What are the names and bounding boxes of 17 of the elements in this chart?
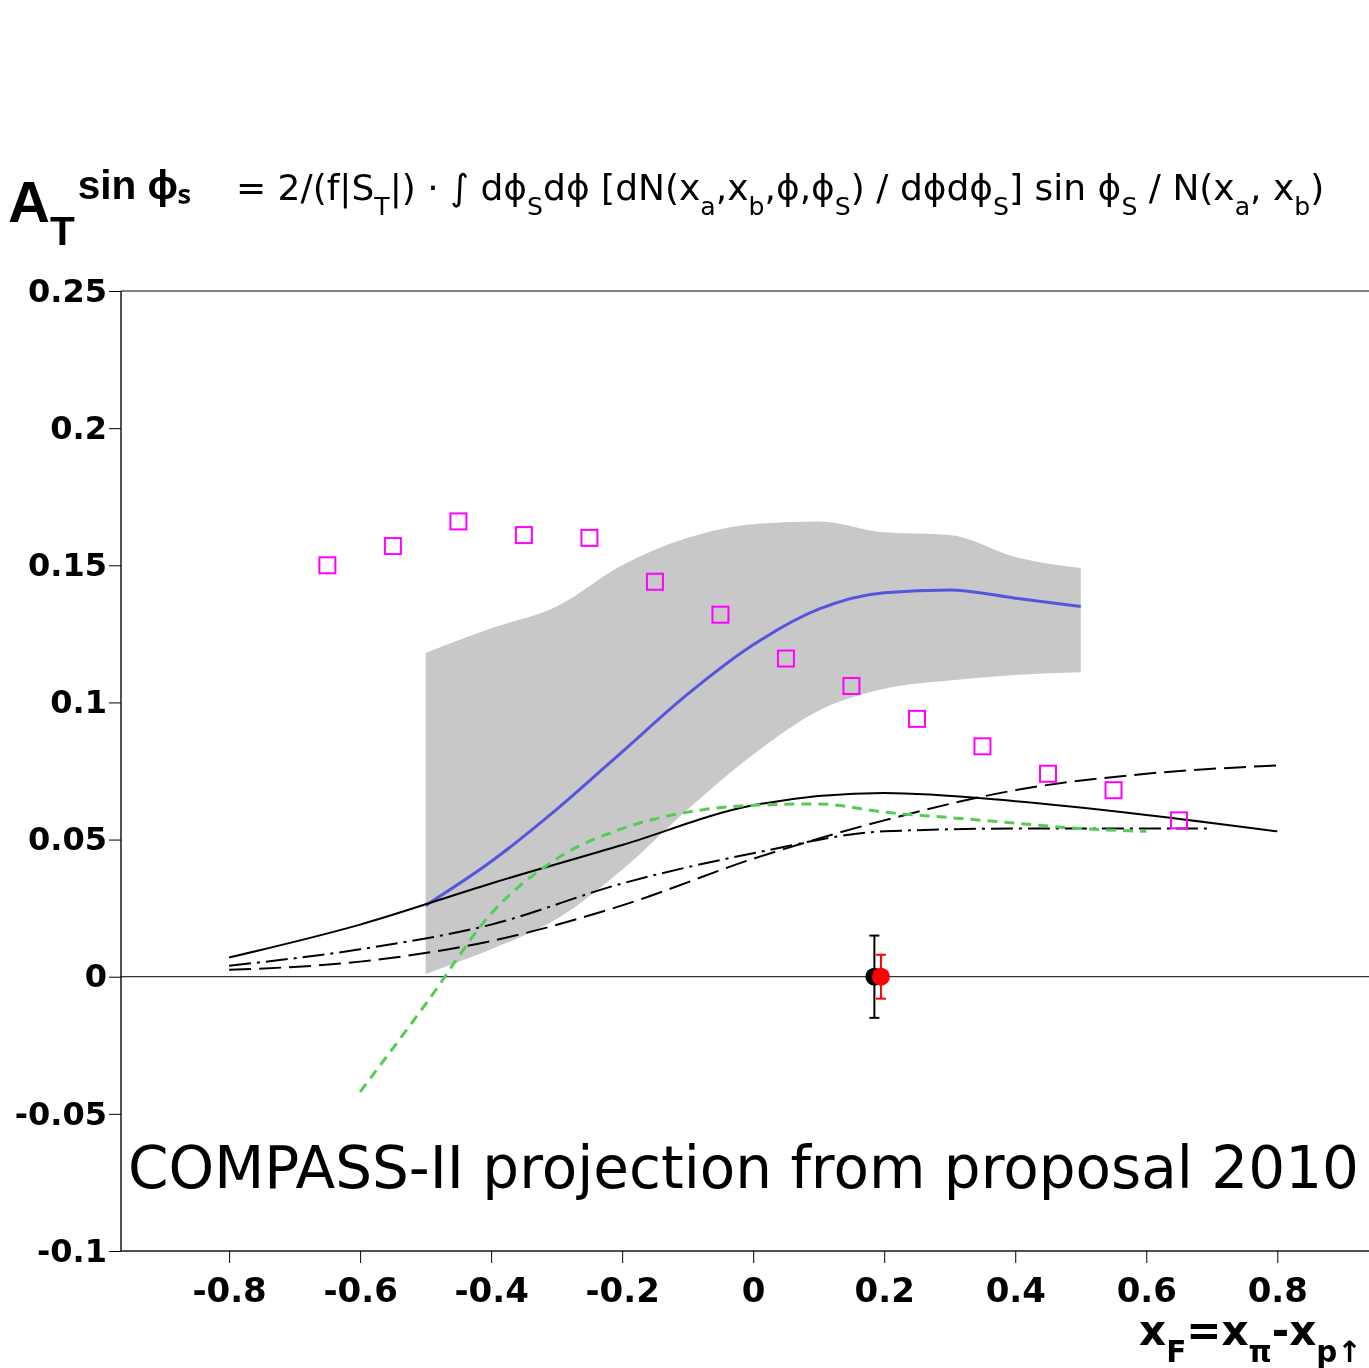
y-tick-label: -0.1 (37, 1231, 107, 1270)
x-tick-label: -0.8 (192, 1270, 267, 1311)
x-tick-label: -0.2 (585, 1270, 660, 1311)
y-tick-label: 0 (84, 957, 107, 996)
y-tick-label: 0.05 (28, 820, 107, 859)
x-tick-label: -0.4 (454, 1270, 529, 1311)
y-tick-label: 0.2 (50, 408, 107, 447)
y-tick-label: 0.1 (50, 683, 107, 722)
x-tick-label: -0.6 (323, 1270, 398, 1311)
x-tick-label: 0.4 (985, 1270, 1046, 1311)
y-tick-label: -0.05 (14, 1094, 107, 1133)
y-tick-label: 0.15 (28, 546, 107, 585)
x-tick-label: 0 (741, 1270, 766, 1311)
x-tick-label: 0.2 (854, 1270, 915, 1311)
y-tick-label: 0.25 (28, 271, 107, 310)
annotation: COMPASS-II projection from proposal 2010 (128, 1134, 1359, 1202)
chart-title: = 2/(f|S$_{T}$|) · ∫ dϕ$_{S}$dϕ [dN(x$_{a}$,x$_{b}$,ϕ,ϕ$_{S}$) / dϕdϕ$_{S}$] sin ϕ$_{S}$ / N(x$_{a}$, x$_{b}$) (236, 167, 1325, 221)
